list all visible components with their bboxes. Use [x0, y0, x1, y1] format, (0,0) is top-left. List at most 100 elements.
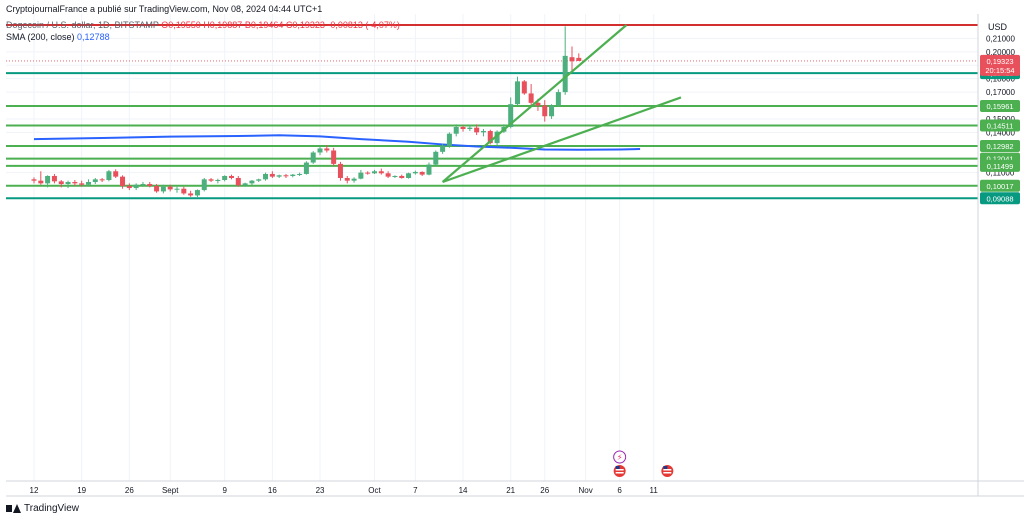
candle[interactable] [167, 184, 173, 192]
candle[interactable] [79, 180, 85, 187]
us-flag-event-icon[interactable] [613, 465, 626, 477]
candle[interactable] [576, 53, 582, 61]
candle[interactable] [440, 143, 446, 154]
candle[interactable] [344, 175, 350, 184]
candle[interactable] [249, 180, 255, 186]
x-tick-label: 23 [316, 486, 325, 495]
candle[interactable] [174, 186, 180, 193]
candle[interactable] [113, 169, 119, 178]
candle[interactable] [521, 80, 527, 95]
us-flag-event-icon[interactable] [661, 465, 674, 477]
candle[interactable] [242, 182, 248, 187]
candle-body [385, 173, 391, 177]
candle[interactable] [99, 177, 105, 183]
candle[interactable] [269, 171, 275, 178]
candle[interactable] [126, 183, 132, 191]
candle[interactable] [222, 175, 228, 182]
candle[interactable] [555, 89, 561, 107]
level-price-tag [980, 140, 1020, 153]
candle[interactable] [358, 169, 364, 180]
candle[interactable] [324, 145, 330, 153]
candle[interactable] [147, 182, 153, 188]
candle[interactable] [385, 171, 391, 178]
candle[interactable] [85, 179, 91, 187]
candle[interactable] [106, 169, 112, 182]
candle[interactable] [215, 178, 221, 184]
candle[interactable] [92, 177, 98, 185]
candle[interactable] [406, 172, 412, 179]
candle[interactable] [154, 184, 160, 193]
lightning-event-icon[interactable] [613, 450, 627, 464]
candle[interactable] [58, 180, 64, 188]
candle[interactable] [201, 177, 207, 192]
candle[interactable] [38, 171, 44, 185]
candle-body [440, 145, 446, 152]
candle[interactable] [276, 174, 282, 178]
candle[interactable] [365, 171, 371, 175]
candle[interactable] [188, 190, 194, 197]
candle[interactable] [208, 177, 214, 183]
candle[interactable] [474, 124, 480, 136]
candle[interactable] [562, 26, 568, 95]
candle[interactable] [378, 168, 384, 175]
candle[interactable] [399, 174, 405, 179]
candle[interactable] [494, 130, 500, 146]
candle[interactable] [31, 177, 37, 184]
candle[interactable] [51, 173, 57, 184]
candle[interactable] [317, 145, 323, 156]
candle[interactable] [446, 132, 452, 148]
candle[interactable] [528, 84, 534, 106]
candle[interactable] [460, 125, 466, 132]
candle-body [113, 171, 119, 177]
event-markers[interactable]: ⚡ [613, 450, 674, 477]
sma-200-line[interactable] [33, 134, 641, 151]
candle[interactable] [297, 172, 303, 176]
candle-body [433, 151, 439, 165]
candle-body [453, 126, 459, 134]
candle[interactable] [337, 161, 343, 181]
candle[interactable] [228, 174, 234, 180]
candle[interactable] [419, 171, 425, 176]
candle[interactable] [120, 175, 126, 189]
candle[interactable] [65, 180, 71, 189]
trendline[interactable] [441, 24, 628, 183]
candle[interactable] [549, 104, 555, 119]
candle[interactable] [433, 150, 439, 166]
candle[interactable] [351, 177, 357, 183]
candles [31, 26, 582, 198]
candle[interactable] [72, 180, 78, 187]
candle[interactable] [569, 46, 575, 72]
candle[interactable] [303, 161, 309, 175]
last-price-tag [980, 54, 1020, 76]
candle[interactable] [542, 100, 548, 122]
tradingview-logo-icon [6, 504, 21, 513]
candle[interactable] [480, 129, 486, 137]
candle[interactable] [467, 124, 473, 132]
candle[interactable] [263, 172, 269, 181]
candle[interactable] [290, 173, 296, 178]
candle[interactable] [453, 124, 459, 137]
candle-body [276, 175, 282, 177]
trendline[interactable] [442, 96, 682, 184]
candle-body [337, 163, 343, 178]
candle[interactable] [412, 170, 418, 175]
candle[interactable] [194, 189, 200, 198]
candle[interactable] [160, 184, 166, 194]
candle[interactable] [283, 173, 289, 178]
candle[interactable] [515, 76, 521, 106]
candle[interactable] [140, 182, 146, 187]
candle[interactable] [133, 183, 139, 191]
candle[interactable] [181, 186, 187, 195]
candle-body [79, 183, 85, 185]
candle-body [474, 127, 480, 133]
candle[interactable] [372, 169, 377, 174]
candle[interactable] [235, 175, 241, 187]
candle[interactable] [392, 175, 398, 178]
candle[interactable] [45, 175, 51, 188]
candle[interactable] [426, 162, 432, 176]
candle[interactable] [310, 151, 316, 164]
candle[interactable] [256, 178, 262, 183]
candle[interactable] [331, 147, 337, 166]
candle-body [365, 172, 371, 174]
